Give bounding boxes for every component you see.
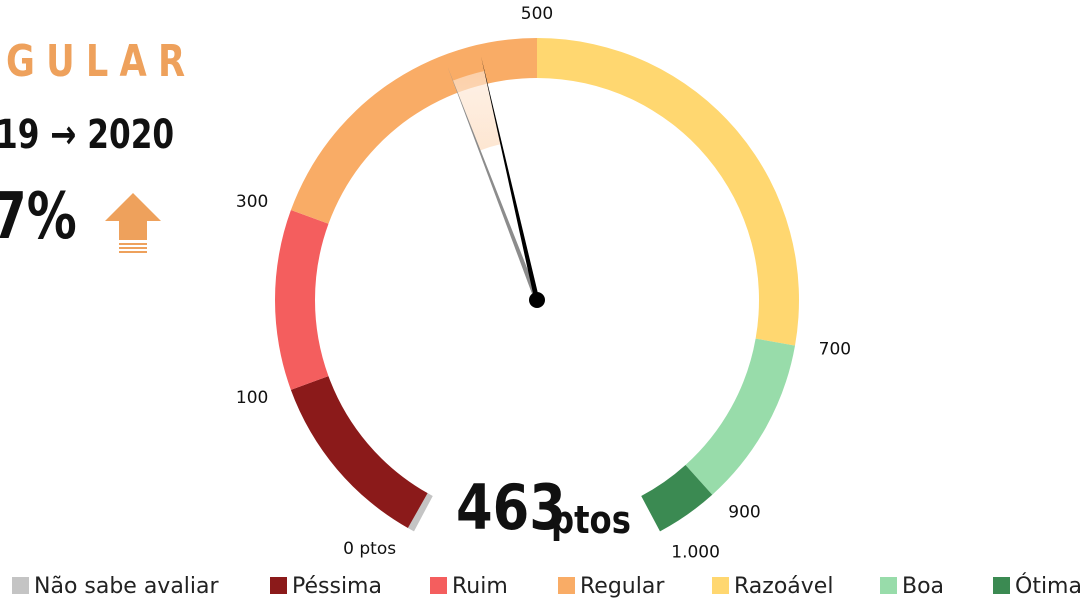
tick-label: 500 [521, 4, 553, 24]
legend-swatch [12, 577, 29, 594]
legend-label: Péssima [292, 574, 382, 599]
rating-title: GULAR [6, 36, 197, 87]
legend-label: Boa [902, 574, 944, 599]
gauge-segment [290, 38, 537, 224]
legend-swatch [993, 577, 1010, 594]
gauge-segment [275, 210, 329, 390]
tick-label: 0 ptos [343, 539, 396, 559]
needle-hub [529, 292, 545, 308]
change: 7% [0, 180, 77, 254]
legend-swatch [712, 577, 729, 594]
tick-label: 700 [819, 340, 851, 360]
legend-label: Não sabe avaliar [34, 574, 220, 599]
legend-label: Ótima [1015, 573, 1082, 599]
period: 19 → 2020 [0, 112, 175, 158]
gauge-segment [407, 493, 433, 532]
legend-swatch [558, 577, 575, 594]
legend-swatch [270, 577, 287, 594]
legend-label: Ruim [452, 574, 508, 599]
gauge-segment [685, 338, 796, 495]
up-arrow [105, 193, 161, 253]
legend-swatch [430, 577, 447, 594]
previous-needle [447, 66, 540, 301]
change-wedge [452, 70, 502, 151]
tick-label: 900 [728, 503, 760, 523]
legend-label: Regular [580, 574, 665, 599]
gauge-segment [641, 465, 713, 532]
gauge-segment [537, 38, 800, 346]
tick-label: 1.000 [671, 543, 720, 563]
tick-label: 300 [236, 192, 268, 212]
value-label: 463 [456, 472, 566, 544]
legend-label: Razoável [734, 574, 833, 599]
gauge-segment [290, 376, 428, 528]
value-unit: ptos [551, 498, 631, 542]
needle [481, 56, 540, 301]
legend-swatch [880, 577, 897, 594]
tick-label: 100 [236, 388, 268, 408]
